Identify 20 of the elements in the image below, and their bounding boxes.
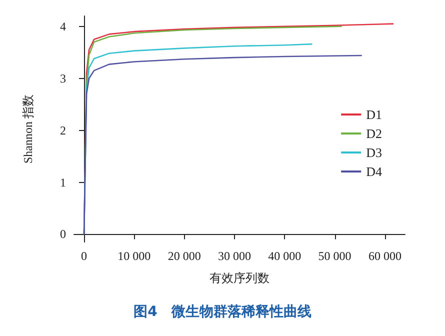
y-axis-title: Shannon 指数 [21,94,35,164]
x-tick-label: 60 000 [368,249,402,263]
line-series [83,54,363,235]
x-tick-label: 30 000 [218,249,251,263]
y-tick-label: 2 [60,123,66,138]
x-tick-label: 50 000 [318,249,352,263]
y-tick-label: 0 [60,227,66,242]
x-tick-label: 10 000 [118,249,151,263]
legend-label: D3 [366,145,382,160]
x-tick-label: 0 [81,249,88,263]
legend-label: D2 [366,126,382,141]
y-tick-label: 1 [60,175,66,190]
text: 图4 微生物群落稀释性曲线 [134,304,312,320]
legend-label: D4 [366,164,382,179]
y-tick-label: 4 [60,19,66,34]
y-tick-label: 3 [60,71,66,86]
x-tick-label: 20 000 [168,249,201,263]
x-axis-title: 有效序列数 [210,271,270,285]
legend-label: D1 [366,107,382,122]
x-tick-label: 40 000 [268,249,302,263]
